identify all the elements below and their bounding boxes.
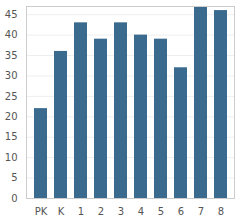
svg-text:2: 2 bbox=[98, 206, 104, 217]
svg-text:5: 5 bbox=[158, 206, 164, 217]
svg-text:0: 0 bbox=[11, 193, 17, 204]
svg-text:PK: PK bbox=[35, 206, 48, 217]
svg-text:10: 10 bbox=[5, 152, 18, 163]
svg-text:35: 35 bbox=[5, 50, 18, 61]
svg-text:7: 7 bbox=[198, 206, 204, 217]
svg-text:40: 40 bbox=[5, 29, 18, 40]
svg-text:3: 3 bbox=[118, 206, 124, 217]
svg-text:8: 8 bbox=[218, 206, 224, 217]
svg-text:1: 1 bbox=[78, 206, 84, 217]
svg-text:15: 15 bbox=[5, 131, 18, 142]
svg-text:25: 25 bbox=[5, 91, 18, 102]
svg-text:5: 5 bbox=[11, 172, 17, 183]
svg-text:6: 6 bbox=[178, 206, 184, 217]
svg-text:45: 45 bbox=[5, 9, 18, 20]
svg-text:K: K bbox=[58, 206, 65, 217]
svg-text:30: 30 bbox=[5, 70, 18, 81]
svg-text:4: 4 bbox=[138, 206, 144, 217]
svg-text:20: 20 bbox=[5, 111, 18, 122]
